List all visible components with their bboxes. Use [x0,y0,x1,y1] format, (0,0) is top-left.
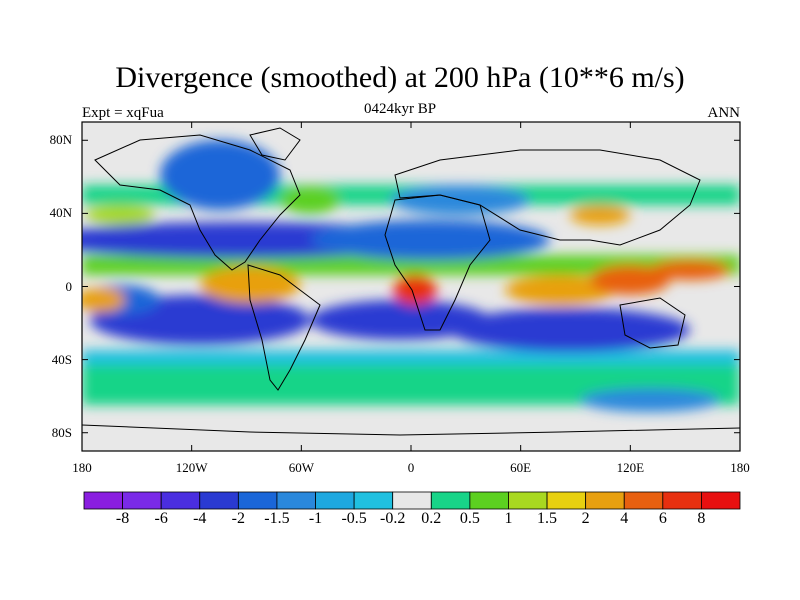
x-tick-label: 120W [175,460,208,475]
season-label: ANN [707,105,741,121]
x-ticks [81,122,741,451]
y-tick-label: 40N [49,205,72,221]
colorbar-label: 0.2 [421,510,442,527]
figure-title: Divergence (smoothed) at 200 hPa (10**6 … [115,61,685,94]
colorbar-swatch [315,491,355,510]
colorbar-swatch [276,491,316,510]
y-ticks [82,139,740,434]
colorbar-swatch [122,491,162,510]
colorbar-swatch [585,491,625,510]
colorbar-swatch [83,491,123,510]
x-tick-label: 60W [288,460,314,475]
experiment-label: Expt = xqFua [82,105,164,121]
colorbar-swatch [508,491,548,510]
colorbar-label: 4 [620,510,629,527]
x-tick-label: 180 [730,460,750,475]
period-label: 0424kyr BP [363,101,437,117]
colorbar-label: 1 [504,510,513,527]
colorbar-label: -1.5 [264,510,290,527]
colorbar-swatch [160,491,201,510]
colorbar-swatch [237,491,278,510]
colorbar-label: 1.5 [537,510,558,527]
colorbar-swatch [701,491,741,510]
colorbar-swatch [392,491,432,510]
colorbar-label: -0.2 [380,510,406,527]
y-tick-label: 0 [65,278,73,294]
colorbar-swatch [430,491,471,510]
y-tick-label: 80S [51,424,72,440]
colorbar-label: -2 [231,510,245,527]
colorbar-label: 0.5 [459,510,480,527]
x-tick-label: 60E [510,460,532,475]
y-tick-label: 40S [51,351,72,367]
colorbar-swatch [623,491,664,510]
x-tick-label: 0 [407,460,415,475]
x-tick-label: 120E [616,460,645,475]
colorbar-swatch [662,491,702,510]
colorbar-swatch [199,491,239,510]
colorbar-swatch [469,491,509,510]
colorbar-swatch [353,491,394,510]
colorbar-label: -8 [115,510,130,527]
colorbar-swatch [546,491,587,510]
colorbar-label: -0.5 [341,510,367,527]
y-tick-label: 80N [49,132,72,148]
divergence-field [82,122,740,451]
colorbar [83,491,741,510]
colorbar-label: 8 [697,510,706,527]
colorbar-label: -1 [308,510,323,527]
coastlines [82,127,740,436]
x-tick-label: 180 [72,460,92,475]
colorbar-label: -6 [154,510,168,527]
colorbar-label: 2 [581,510,590,527]
colorbar-label: 6 [658,510,667,527]
colorbar-label: -4 [193,510,207,527]
